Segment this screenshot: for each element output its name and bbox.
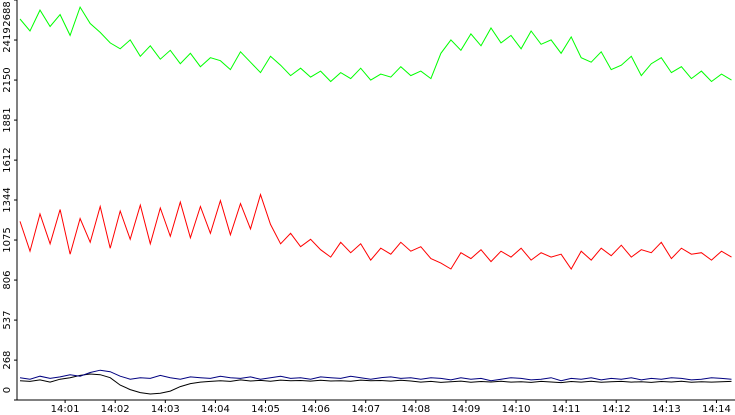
x-tick-label: 14:10 <box>502 404 531 415</box>
y-tick-label: 2419 <box>2 27 13 52</box>
y-tick-label: 2150 <box>2 67 13 92</box>
series-line <box>19 192 732 270</box>
x-tick-label: 14:08 <box>401 404 430 415</box>
y-tick-label: 1881 <box>2 107 13 132</box>
series-line <box>19 369 732 382</box>
x-tick-label: 14:12 <box>602 404 631 415</box>
x-tick-label: 14:07 <box>351 404 380 415</box>
x-tick-label: 14:01 <box>51 404 80 415</box>
x-tick-label: 14:02 <box>101 404 130 415</box>
y-tick-label: 1344 <box>2 187 13 212</box>
x-tick-label: 14:13 <box>652 404 681 415</box>
x-tick-label: 14:09 <box>452 404 481 415</box>
x-tick-label: 14:14 <box>702 404 731 415</box>
series-line <box>19 5 732 83</box>
x-tick-label: 14:05 <box>251 404 280 415</box>
y-tick-label: 0 <box>2 387 13 393</box>
x-tick-label: 14:06 <box>301 404 330 415</box>
series-line <box>19 373 732 395</box>
x-tick-label: 14:11 <box>552 404 581 415</box>
y-tick-label: 1612 <box>2 147 13 172</box>
y-tick-label: 1075 <box>2 227 13 252</box>
y-tick-label: 268 <box>2 351 13 370</box>
x-tick-label: 14:03 <box>151 404 180 415</box>
x-tick-label: 14:04 <box>201 404 230 415</box>
y-tick-label: 2688 <box>2 1 13 26</box>
y-tick-label: 537 <box>2 311 13 330</box>
y-tick-label: 806 <box>2 271 13 290</box>
x-axis-band <box>0 400 735 415</box>
